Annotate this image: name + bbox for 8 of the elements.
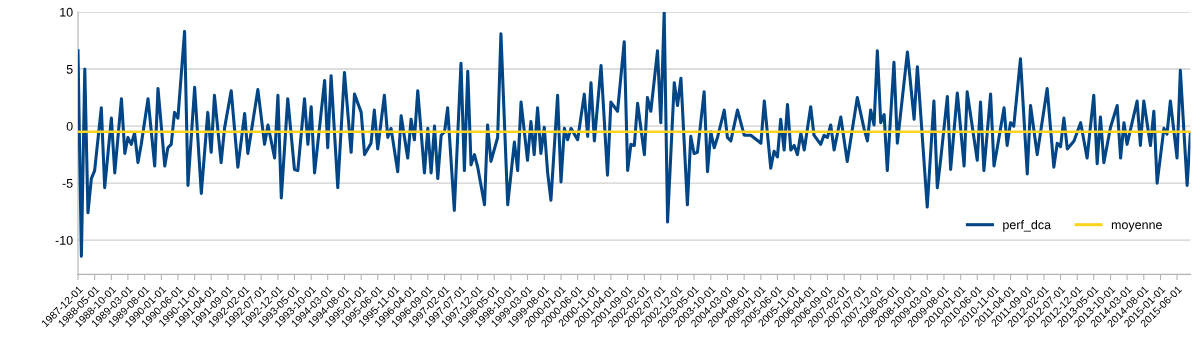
line-series xyxy=(78,12,1191,258)
legend-label: perf_dca xyxy=(1003,220,1052,232)
y-tick-label: -10 xyxy=(55,235,73,245)
y-tick-label: 5 xyxy=(66,64,73,74)
y-tick-label: 10 xyxy=(60,7,73,17)
y-tick-label: -5 xyxy=(62,179,73,188)
legend-label: moyenne xyxy=(1111,222,1162,232)
y-tick-label: 0 xyxy=(66,121,73,131)
